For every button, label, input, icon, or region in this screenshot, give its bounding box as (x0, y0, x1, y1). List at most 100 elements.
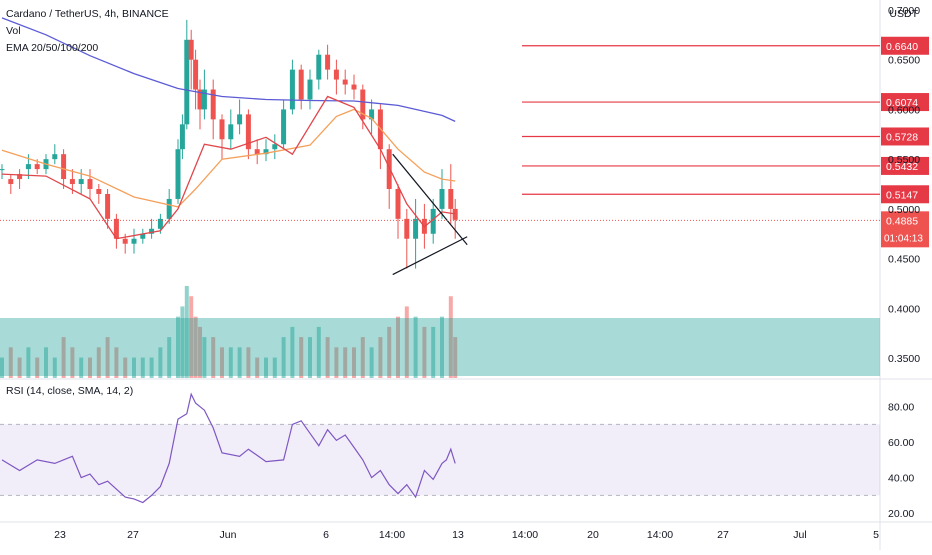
candle-body (351, 84, 357, 90)
volume-bar (140, 357, 145, 378)
candle-body (113, 218, 119, 239)
candle-body (395, 189, 401, 219)
rsi-line (1, 392, 456, 504)
countdown-label: 01:04:13 (884, 233, 923, 244)
triangle-upper-line (392, 153, 468, 246)
volume-bar (422, 326, 427, 378)
candle-body (52, 154, 58, 160)
volume-bar (396, 316, 400, 378)
candle-body (254, 149, 260, 155)
volume-bars (0, 286, 880, 378)
volume-bar (448, 296, 453, 378)
price-level-label: 0.6640 (886, 41, 918, 53)
candle-body (219, 119, 225, 140)
currency-unit: USDT (889, 8, 918, 20)
time-tick-label: 14:00 (379, 529, 405, 541)
volume-bar (198, 326, 202, 378)
volume-bar (189, 296, 194, 378)
price-level-label: 0.5728 (886, 131, 918, 143)
rsi-band (0, 424, 880, 496)
time-tick-label: Jun (220, 529, 237, 541)
candlesticks (0, 19, 458, 269)
rsi-legend: RSI (14, close, SMA, 14, 2) (6, 385, 134, 397)
candle-body (25, 164, 31, 170)
candle-body (298, 69, 304, 100)
volume-bar (176, 316, 180, 378)
candle-body (175, 149, 181, 199)
volume-bar (343, 347, 348, 378)
current-price-label: 0.4885 (886, 215, 918, 227)
candle-body (360, 89, 366, 120)
time-tick-label: 27 (127, 529, 139, 541)
volume-bar (228, 347, 233, 378)
candle-body (96, 189, 102, 194)
volume-bar (8, 347, 13, 378)
volume-bar (26, 347, 31, 378)
candle-body (188, 39, 194, 60)
volume-bar (325, 337, 330, 378)
volume-bar (202, 337, 207, 378)
candle-body (281, 109, 287, 145)
volume-bar (105, 337, 110, 378)
volume-bar (308, 337, 312, 378)
volume-bar (211, 337, 216, 378)
candle-body (272, 144, 278, 150)
volume-bar (352, 347, 356, 378)
candle-body (333, 69, 339, 80)
symbol-legend: Cardano / TetherUS, 4h, BINANCE (6, 8, 169, 20)
time-tick-label: 27 (717, 529, 729, 541)
volume-bar (264, 357, 268, 378)
candle-body (307, 79, 313, 100)
candle-body (0, 169, 5, 171)
price-levels: 0.6640 0.6074 0.5728 0.5432 0.5147 0.4885 01:0… (0, 36, 929, 248)
volume-bar (114, 347, 119, 378)
volume-bar (413, 316, 418, 378)
candle-body (105, 193, 111, 219)
price-level-label: 0.5147 (886, 189, 918, 201)
volume-bar (35, 357, 40, 378)
candle-body (342, 79, 348, 85)
candle-body (413, 218, 419, 239)
ema-line (1, 95, 456, 240)
time-tick-label: 20 (587, 529, 599, 541)
candle-body (325, 54, 331, 70)
volume-bar (17, 357, 22, 378)
candle-body (369, 109, 375, 120)
time-tick-label: 6 (323, 529, 329, 541)
time-tick-label: 13 (452, 529, 464, 541)
rsi-panel (0, 392, 880, 504)
candle-body (289, 69, 295, 110)
rsi-tick-label: 80.00 (888, 402, 914, 414)
volume-bar (52, 357, 57, 378)
price-level-tag (881, 93, 929, 112)
rsi-tick-label: 60.00 (888, 437, 914, 449)
volume-bar (440, 316, 444, 378)
candle-body (61, 154, 67, 180)
volume-bar (369, 347, 374, 378)
ema-line (1, 108, 456, 208)
volume-bar (246, 347, 251, 378)
candle-body (87, 179, 93, 189)
candle-body (179, 124, 185, 150)
candle-body (201, 89, 207, 110)
volume-bar (61, 337, 66, 378)
volume-bar (334, 347, 339, 378)
price-level-tag (881, 185, 929, 204)
volume-bar (316, 326, 321, 378)
volume-bar (378, 337, 383, 378)
candle-body (386, 149, 392, 189)
candle-body (34, 164, 40, 170)
volume-bar (290, 326, 295, 378)
ema-legend: EMA 20/50/100/200 (6, 42, 99, 54)
candle-body (452, 208, 458, 220)
time-tick-label: 5 (873, 529, 879, 541)
volume-band (0, 318, 880, 376)
volume-bar (272, 357, 277, 378)
candle-body (448, 189, 454, 209)
price-level-label: 0.6074 (886, 97, 918, 109)
price-tick-label: 0.5500 (888, 154, 920, 166)
candle-body (8, 179, 14, 185)
